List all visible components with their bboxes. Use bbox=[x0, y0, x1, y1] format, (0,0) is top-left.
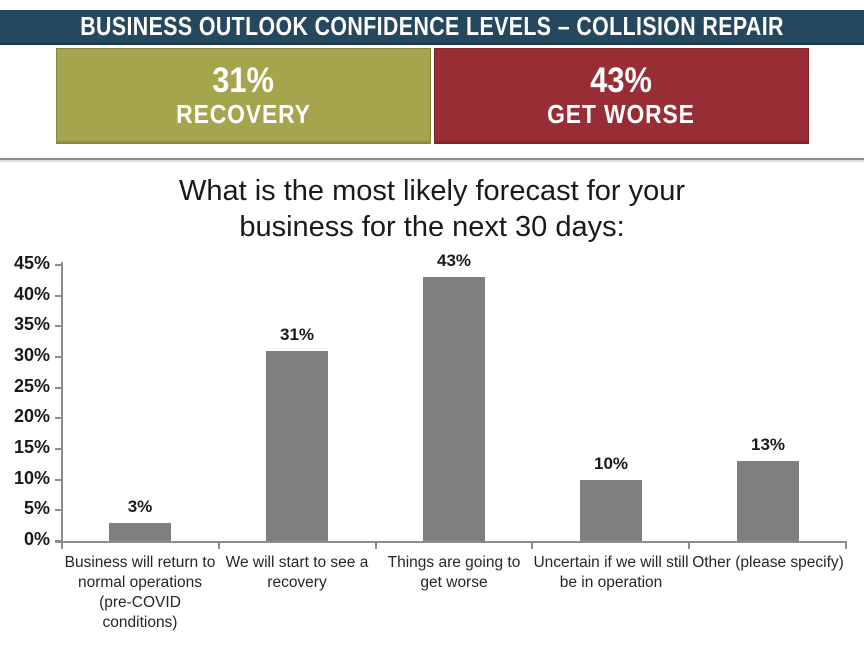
category-label: Business will return to normal operation… bbox=[64, 553, 216, 632]
y-axis-tick bbox=[55, 355, 62, 358]
y-axis-tick-label: 10% bbox=[13, 467, 50, 488]
recovery-percentage: 31% bbox=[212, 60, 274, 100]
x-axis-tick bbox=[375, 540, 377, 549]
get-worse-summary-box: 43% GET WORSE bbox=[433, 48, 809, 144]
y-axis-tick-label: 20% bbox=[13, 406, 50, 427]
chart-title: What is the most likely forecast for you… bbox=[178, 175, 686, 243]
y-axis-tick-label: 5% bbox=[23, 498, 50, 519]
summary-boxes-row: 31% RECOVERY 43% GET WORSE bbox=[55, 48, 809, 144]
category-label: We will start to see a recovery bbox=[225, 553, 369, 592]
y-axis-tick bbox=[55, 263, 62, 266]
bar-value-label: 10% bbox=[593, 453, 629, 473]
y-axis-line bbox=[61, 261, 63, 541]
y-axis-tick-label: 40% bbox=[13, 283, 50, 304]
y-axis-tick-label: 35% bbox=[13, 314, 50, 335]
bar bbox=[423, 276, 485, 541]
bar-value-label: 13% bbox=[750, 434, 786, 454]
y-axis-tick-label: 25% bbox=[13, 375, 50, 396]
x-axis-tick bbox=[845, 540, 847, 549]
y-axis-tick bbox=[55, 447, 62, 450]
slide: { "header": { "title": "BUSINESS OUTLOOK… bbox=[0, 10, 864, 663]
category-label: Things are going to get worse bbox=[387, 553, 521, 592]
category-label: Uncertain if we will still be in operati… bbox=[533, 553, 689, 592]
get-worse-percentage: 43% bbox=[590, 60, 652, 100]
y-axis-tick bbox=[55, 509, 62, 512]
x-axis-tick bbox=[218, 540, 220, 549]
category-label: Other (please specify) bbox=[692, 553, 844, 571]
y-axis-tick-label: 30% bbox=[13, 344, 50, 365]
recovery-summary-box: 31% RECOVERY bbox=[55, 48, 431, 144]
y-axis-tick bbox=[55, 539, 62, 542]
bar bbox=[580, 479, 642, 541]
x-axis-tick bbox=[61, 540, 63, 549]
x-axis-tick bbox=[688, 540, 690, 549]
y-axis-tick bbox=[55, 417, 62, 420]
bar-value-label: 43% bbox=[436, 250, 472, 270]
bar-value-label: 3% bbox=[127, 496, 153, 516]
bar-value-label: 31% bbox=[279, 324, 315, 344]
bar bbox=[266, 350, 328, 541]
header-title: BUSINESS OUTLOOK CONFIDENCE LEVELS – COL… bbox=[80, 11, 784, 41]
recovery-label: RECOVERY bbox=[175, 99, 311, 130]
y-axis-tick bbox=[55, 478, 62, 481]
horizontal-divider bbox=[0, 158, 864, 160]
y-axis-tick bbox=[55, 294, 62, 297]
x-axis-line bbox=[55, 540, 846, 543]
y-axis-tick-label: 45% bbox=[13, 252, 50, 273]
header-banner: BUSINESS OUTLOOK CONFIDENCE LEVELS – COL… bbox=[0, 10, 864, 45]
bar-chart: 45% 40% 35% 30% 25% 20% 15% 10% 5% 0% 3% Business w… bbox=[0, 250, 864, 650]
bar bbox=[737, 460, 799, 541]
y-axis-tick-label: 0% bbox=[23, 528, 50, 549]
x-axis-tick bbox=[531, 540, 533, 549]
y-axis-tick-label: 15% bbox=[13, 436, 50, 457]
y-axis-tick bbox=[55, 386, 62, 389]
y-axis-tick bbox=[55, 325, 62, 328]
get-worse-label: GET WORSE bbox=[547, 99, 695, 130]
bar bbox=[109, 522, 171, 541]
